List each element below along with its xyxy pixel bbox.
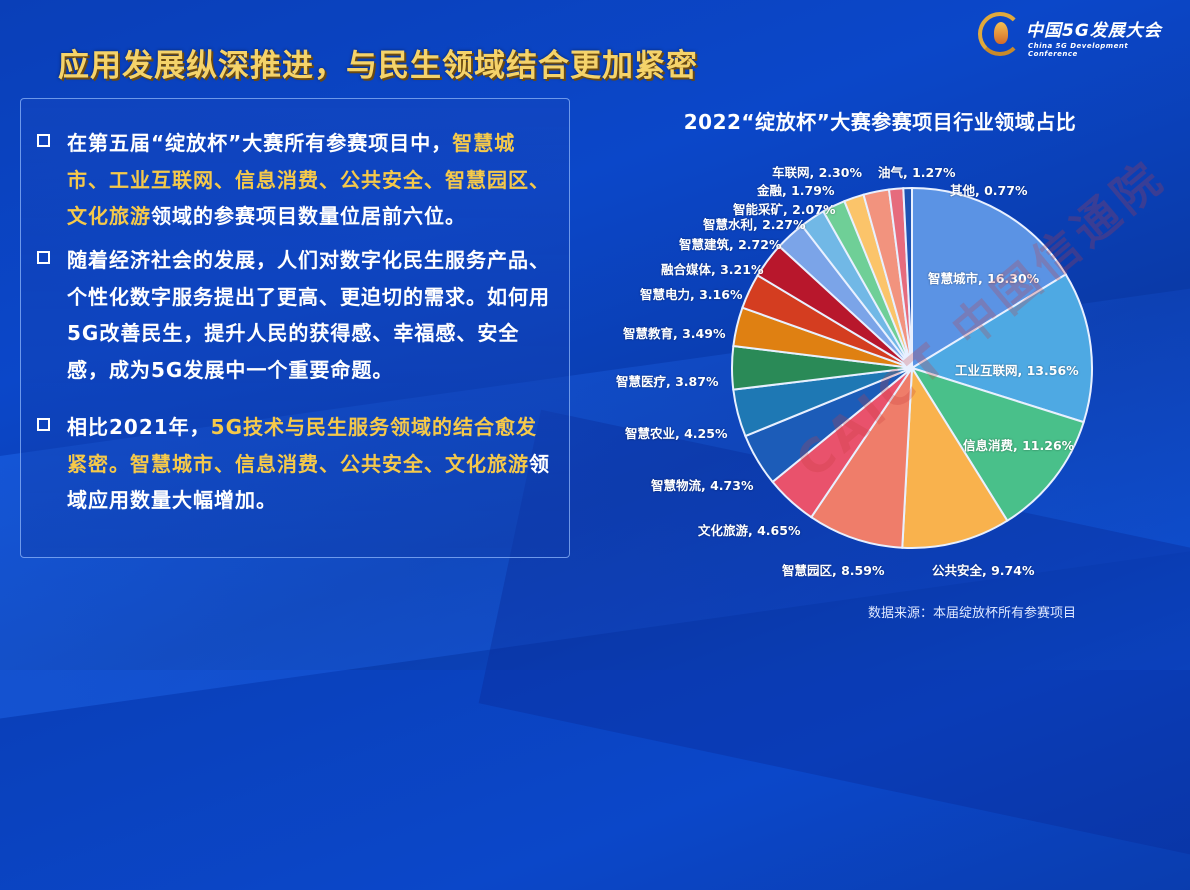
bullet-item-1: 在第五届“绽放杯”大赛所有参赛项目中，智慧城市、工业互联网、信息消费、公共安全、… [37, 125, 557, 235]
pie-slice-label: 智能采矿, 2.07% [733, 202, 836, 217]
pie-slice-label: 智慧电力, 3.16% [640, 287, 743, 302]
conference-logo: 中国5G发展大会 China 5G Development Conference [978, 10, 1178, 60]
pie-slice-label: 智慧医疗, 3.87% [616, 374, 719, 389]
bullet-item-2: 随着经济社会的发展，人们对数字化民生服务产品、个性化数字服务提出了更高、更迫切的… [37, 242, 557, 388]
pie-slice-label: 工业互联网, 13.56% [955, 363, 1079, 378]
data-source-note: 数据来源：本届绽放杯所有参赛项目 [868, 606, 1077, 621]
pie-slice [902, 186, 913, 369]
bullet-text: 在第五届“绽放杯”大赛所有参赛项目中，智慧城市、工业互联网、信息消费、公共安全、… [67, 125, 557, 235]
bullet-segment: 相比2021年， [67, 415, 211, 439]
pie-slice-label: 车联网, 2.30% [772, 165, 862, 180]
pie-slice-label: 信息消费, 11.26% [963, 438, 1075, 453]
square-bullet-icon [37, 418, 50, 431]
bullet-highlight: 5G技术与民生服务领域的结合愈发紧密。智慧城市、信息消费、公共安全、文化旅游 [67, 415, 538, 476]
pie-slice [809, 364, 914, 549]
pie-slice [911, 186, 1068, 370]
pie-slice-label: 智慧建筑, 2.72% [679, 237, 782, 252]
logo-phoenix-icon [994, 22, 1008, 44]
pie-slice-label: 智慧农业, 4.25% [625, 426, 728, 441]
bullet-highlight: 智慧城市、工业互联网、信息消费、公共安全、智慧园区、文化旅游 [67, 131, 550, 228]
pie-chart [731, 186, 1093, 549]
square-bullet-icon [37, 134, 50, 147]
logo-text-cn: 中国5G发展大会 [1026, 21, 1162, 41]
pie-slice-label: 智慧园区, 8.59% [782, 563, 885, 578]
pie-slice-label: 文化旅游, 4.65% [698, 523, 801, 538]
pie-slice-label: 智慧水利, 2.27% [703, 217, 806, 232]
bullet-text: 相比2021年，5G技术与民生服务领域的结合愈发紧密。智慧城市、信息消费、公共安… [67, 409, 557, 519]
pie-slice-label: 智慧物流, 4.73% [651, 478, 754, 493]
text-panel: 在第五届“绽放杯”大赛所有参赛项目中，智慧城市、工业互联网、信息消费、公共安全、… [20, 98, 570, 558]
pie-slice [909, 366, 1085, 523]
pie-slice [901, 364, 1009, 549]
bullet-segment: 随着经济社会的发展，人们对数字化民生服务产品、个性化数字服务提出了更高、更迫切的… [67, 248, 550, 382]
bullet-text: 随着经济社会的发展，人们对数字化民生服务产品、个性化数字服务提出了更高、更迫切的… [67, 242, 557, 388]
pie-slice-label: 智慧教育, 3.49% [623, 326, 726, 341]
pie-slice-label: 其他, 0.77% [950, 183, 1028, 198]
logo-ring-icon [978, 12, 1022, 56]
pie-slice-label: 金融, 1.79% [757, 183, 835, 198]
square-bullet-icon [37, 251, 50, 264]
page-title: 应用发展纵深推进，与民生领域结合更加紧密 [58, 48, 698, 84]
logo-text-en: China 5G Development Conference [1028, 42, 1129, 58]
pie-slice-label: 融合媒体, 3.21% [661, 262, 764, 277]
pie-slice-label: 智慧城市, 16.30% [928, 271, 1040, 286]
bullet-segment: 领域的参赛项目数量位居前六位。 [151, 204, 466, 228]
chart-title: 2022“绽放杯”大赛参赛项目行业领域占比 [683, 110, 1077, 134]
bullet-item-3: 相比2021年，5G技术与民生服务领域的结合愈发紧密。智慧城市、信息消费、公共安… [37, 409, 557, 519]
pie-slice-label: 公共安全, 9.74% [932, 563, 1035, 578]
bullet-segment: 领域应用数量大幅增加。 [67, 451, 550, 513]
pie-slice-label: 油气, 1.27% [878, 165, 956, 180]
pie-slice [909, 273, 1093, 424]
bullet-segment: 在第五届“绽放杯”大赛所有参赛项目中， [67, 131, 453, 155]
